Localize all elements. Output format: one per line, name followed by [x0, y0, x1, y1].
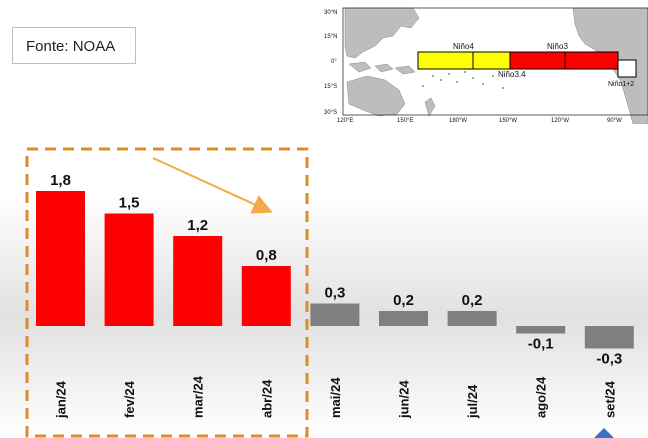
bar-fev-24	[104, 213, 154, 326]
tick-labels-layer: jan/24 fev/24 mar/24 abr/24 mai/24 jun/24 jul/…	[54, 375, 618, 419]
newzealand-landmass	[424, 97, 436, 117]
data-label: 1,8	[50, 172, 71, 189]
pacific-islands	[422, 71, 504, 89]
data-label: -0,3	[596, 351, 622, 368]
lon-label: 150°W	[499, 118, 517, 124]
lat-label: 15°N	[324, 34, 337, 40]
map-frame	[342, 7, 648, 116]
lon-label: 150°E	[397, 118, 413, 124]
nino4-label: Niño4	[453, 42, 474, 51]
x-tick-label: abr/24	[259, 379, 274, 418]
nino12-region	[617, 59, 637, 78]
indonesia-islands	[348, 61, 416, 75]
trend-arrow	[152, 157, 273, 214]
data-label: -0,1	[528, 336, 554, 353]
bar-set-24	[584, 326, 634, 349]
nino34-label: Niño3.4	[498, 70, 526, 79]
bar-mar-24	[173, 236, 223, 326]
nino12-label: Niño1+2	[608, 81, 634, 88]
current-month-marker	[594, 428, 614, 438]
x-tick-label: set/24	[602, 380, 617, 418]
source-label: Fonte: NOAA	[12, 27, 136, 64]
highlight-box	[25, 147, 309, 438]
x-tick-label: mai/24	[328, 377, 343, 418]
data-label: 1,2	[187, 217, 208, 234]
bar-abr-24	[241, 266, 291, 326]
lat-label: 30°N	[324, 10, 337, 16]
lon-label: 120°E	[337, 118, 353, 124]
asia-landmass	[344, 7, 420, 59]
data-label: 1,5	[119, 195, 140, 212]
lat-label: 15°S	[324, 84, 337, 90]
nino4-region	[417, 51, 511, 70]
bar-jul-24	[447, 311, 497, 326]
nino-regions-map: Niño4 Niño3 Niño3.4 Niño1+2 30°N 15°N 0°…	[323, 6, 648, 124]
data-label: 0,8	[256, 247, 277, 264]
lat-label: 0°	[331, 59, 337, 65]
lon-label: 90°W	[607, 118, 622, 124]
bar-mai-24	[310, 303, 360, 326]
lon-label: 120°W	[551, 118, 569, 124]
nino3-region	[509, 51, 619, 70]
x-tick-label: jul/24	[465, 384, 480, 419]
bar-ago-24	[516, 326, 566, 334]
australia-landmass	[346, 75, 406, 117]
bars-layer	[36, 191, 634, 349]
x-tick-label: fev/24	[122, 380, 137, 418]
x-tick-label: mar/24	[191, 375, 206, 418]
x-tick-label: jun/24	[397, 380, 412, 419]
nino3-label: Niño3	[547, 42, 568, 51]
lat-label: 30°S	[324, 110, 337, 116]
x-tick-label: jan/24	[54, 380, 69, 419]
data-label: 0,3	[324, 285, 345, 302]
x-tick-label: ago/24	[534, 376, 549, 418]
lon-label: 180°W	[449, 118, 467, 124]
data-label: 0,2	[393, 292, 414, 309]
data-label: 0,2	[462, 292, 483, 309]
bar-jun-24	[379, 311, 428, 326]
data-labels-layer: 1,8 1,5 1,2 0,8 0,3 0,2 0,2 -0,1 -0,3	[50, 172, 622, 368]
nino34-region	[472, 51, 566, 70]
bar-jan-24	[36, 191, 85, 326]
